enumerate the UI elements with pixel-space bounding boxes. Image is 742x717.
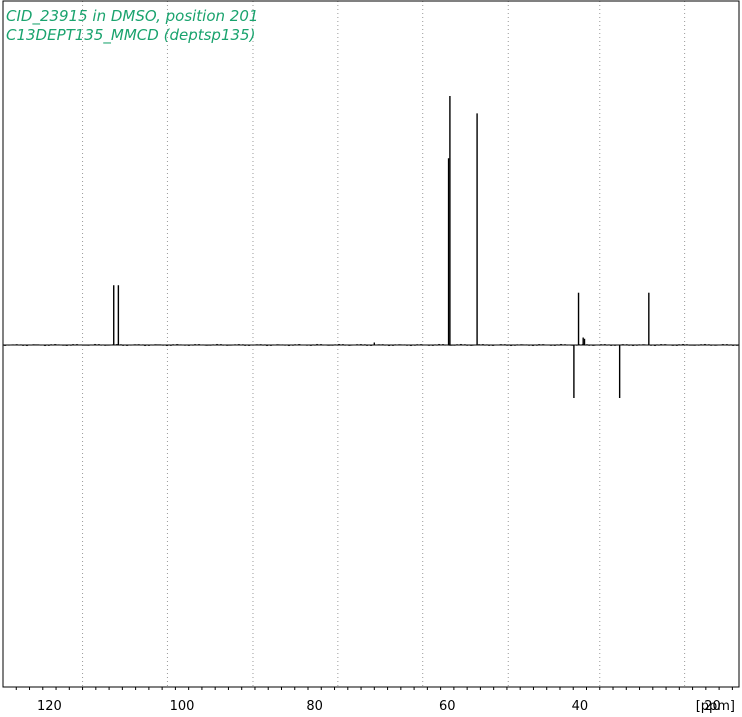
spectrum-title: CID_23915 in DMSO, position 201 bbox=[6, 7, 258, 26]
baseline-noise bbox=[2, 343, 740, 347]
experiment-subtitle: C13DEPT135_MMCD (deptsp135) bbox=[6, 26, 255, 45]
x-tick-label-60: 60 bbox=[439, 699, 456, 714]
grid-lines bbox=[82, 1, 686, 687]
plot-frame bbox=[2, 0, 740, 688]
x-tick-label-20: 20 bbox=[704, 699, 721, 714]
x-axis: 120 100 80 60 40 20 bbox=[15, 687, 733, 714]
x-tick-label-80: 80 bbox=[306, 699, 323, 714]
x-tick-label-40: 40 bbox=[572, 699, 589, 714]
spectrum-trace bbox=[2, 96, 740, 398]
x-tick-label-120: 120 bbox=[37, 699, 62, 714]
x-tick-label-100: 100 bbox=[170, 699, 195, 714]
x-axis-unit-label: [ppm] bbox=[696, 699, 735, 714]
